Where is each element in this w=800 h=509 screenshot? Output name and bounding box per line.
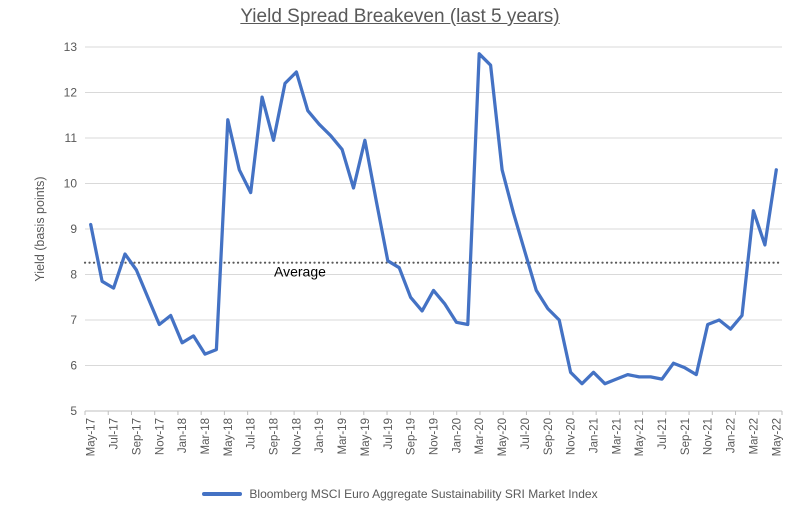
y-tick-label: 6 bbox=[70, 359, 77, 373]
x-tick-label: Jul-18 bbox=[246, 418, 258, 449]
axes-group bbox=[84, 410, 783, 415]
y-tick-label: 5 bbox=[70, 404, 77, 418]
average-line-label: Average bbox=[274, 264, 326, 280]
x-tick-label: Nov-20 bbox=[566, 418, 578, 455]
x-tick-label: Sep-20 bbox=[543, 418, 555, 455]
data-series-line bbox=[89, 52, 778, 386]
y-tick-label: 10 bbox=[64, 177, 78, 191]
x-tick-label: Sep-17 bbox=[131, 418, 143, 455]
x-tick-label: May-21 bbox=[634, 418, 646, 456]
x-tick-label: Jul-17 bbox=[109, 418, 121, 449]
x-tick-label: Sep-18 bbox=[269, 418, 281, 455]
x-tick-label: Jul-19 bbox=[383, 418, 395, 449]
data-series-group bbox=[89, 52, 778, 386]
y-tick-label: 11 bbox=[65, 131, 78, 145]
x-tick-label: Jan-19 bbox=[314, 418, 326, 453]
y-tick-label: 9 bbox=[70, 222, 77, 236]
y-tick-label: 13 bbox=[64, 40, 78, 54]
x-tick-label: Sep-21 bbox=[680, 418, 692, 455]
x-tick-label: May-17 bbox=[86, 418, 98, 456]
chart-title-text: Yield Spread Breakeven (last 5 years) bbox=[240, 6, 560, 27]
x-tick-label: Mar-18 bbox=[200, 418, 212, 454]
average-line-group: Average bbox=[83, 261, 784, 280]
x-tick-label: May-22 bbox=[771, 418, 783, 456]
plot-area: 5 6 7 8 9 10 11 12 13 May-17 Jul-17 Sep-17 Nov-17 Jan… bbox=[33, 40, 784, 456]
x-tick-label: Nov-18 bbox=[291, 418, 303, 455]
x-tick-label: Nov-21 bbox=[703, 418, 715, 455]
legend: Bloomberg MSCI Euro Aggregate Sustainabi… bbox=[0, 487, 800, 501]
y-tick-label: 12 bbox=[64, 86, 78, 100]
x-tick-label: Mar-22 bbox=[748, 418, 760, 454]
x-tick-label: Mar-20 bbox=[474, 418, 486, 454]
x-tick-label: Jan-21 bbox=[588, 418, 600, 453]
x-tick-label: Nov-19 bbox=[429, 418, 441, 455]
y-axis-title: Yield (basis points) bbox=[33, 176, 47, 281]
x-tick-label: Jul-21 bbox=[657, 418, 669, 449]
x-tick-label: Nov-17 bbox=[154, 418, 166, 455]
y-tick-label: 7 bbox=[70, 313, 77, 327]
x-tick-label: May-20 bbox=[497, 418, 509, 456]
x-tick-label: Jul-20 bbox=[520, 418, 532, 449]
x-tick-label: Mar-19 bbox=[337, 418, 349, 454]
x-tick-label: Sep-19 bbox=[406, 418, 418, 455]
x-tick-label: May-18 bbox=[223, 418, 235, 456]
legend-series-label: Bloomberg MSCI Euro Aggregate Sustainabi… bbox=[249, 487, 598, 501]
x-tick-label: Mar-21 bbox=[611, 418, 623, 454]
gridlines-group bbox=[85, 46, 782, 412]
x-tick-label: May-19 bbox=[360, 418, 372, 456]
tick-labels-group: 5 6 7 8 9 10 11 12 13 May-17 Jul-17 Sep-17 Nov-17 Jan… bbox=[64, 40, 784, 456]
y-tick-label: 8 bbox=[70, 268, 77, 282]
x-tick-label: Jan-20 bbox=[451, 418, 463, 453]
x-tick-label: Jan-22 bbox=[726, 418, 738, 453]
chart-title: Yield Spread Breakeven (last 5 years) bbox=[0, 6, 800, 28]
x-tick-label: Jan-18 bbox=[177, 418, 189, 453]
legend-line-swatch bbox=[202, 492, 243, 496]
